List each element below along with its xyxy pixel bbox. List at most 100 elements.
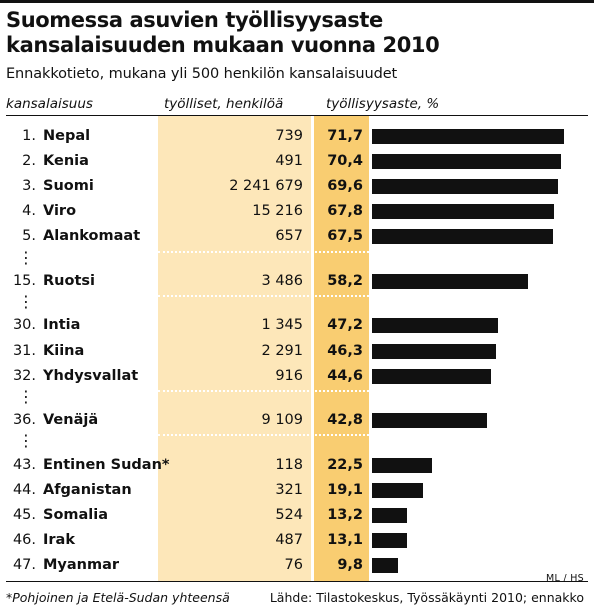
row-gap: ⋮ [0, 431, 594, 450]
rank-label: 44. [12, 481, 36, 498]
workers-label: 491 [275, 153, 303, 170]
country-label: Entinen Sudan* [43, 456, 170, 473]
bar [372, 368, 492, 384]
table-row: 47. Myanmar 76 9,8 [0, 553, 594, 577]
bar [372, 273, 528, 289]
country-label: Nepal [43, 128, 91, 144]
rank-label: 2. [22, 153, 36, 170]
rate-label: 47,2 [327, 317, 363, 334]
workers-label: 118 [275, 456, 303, 473]
table-row: 2. Kenia 491 70,4 [0, 149, 594, 173]
workers-label: 9 109 [261, 412, 303, 429]
country-label: Venäjä [43, 412, 99, 429]
table-row: 4. Viro 15 216 67,8 [0, 199, 594, 223]
rank-label: 31. [12, 342, 36, 359]
row-gap: ⋮ [0, 387, 594, 406]
country-label: Afganistan [43, 481, 132, 498]
table-row: 43. Entinen Sudan* 118 22,5 [0, 453, 594, 477]
gap-divider [158, 250, 369, 253]
rate-label: 70,4 [327, 153, 363, 170]
country-label: Myanmar [43, 557, 120, 573]
rank-label: 15. [12, 272, 36, 289]
rate-label: 44,6 [327, 367, 363, 384]
rate-label: 42,8 [327, 412, 363, 429]
workers-label: 2 241 679 [229, 178, 303, 195]
rate-label: 58,2 [327, 272, 363, 289]
rank-label: 43. [12, 456, 36, 473]
rank-label: 1. [22, 128, 36, 144]
workers-label: 524 [275, 506, 303, 523]
credit: ML / HS [545, 573, 584, 584]
title-line-2: kansalaisuuden mukaan vuonna 2010 [6, 33, 440, 57]
table-row: 46. Irak 487 13,1 [0, 528, 594, 552]
rate-label: 13,1 [327, 531, 363, 548]
gap-divider [158, 295, 369, 297]
title-line-1: Suomessa asuvien työllisyysaste [6, 8, 383, 32]
rank-label: 5. [22, 228, 36, 245]
table-row: 32. Yhdysvallat 916 44,6 [0, 364, 594, 388]
table-row: 44. Afganistan 321 19,1 [0, 478, 594, 502]
workers-label: 657 [275, 228, 303, 245]
country-label: Intia [43, 317, 81, 334]
workers-column-background [158, 116, 311, 581]
header-workers: työlliset, henkilöä [164, 96, 284, 112]
chart-title: Suomessa asuvien työllisyysaste kansalai… [6, 8, 586, 58]
rate-column-background [314, 116, 369, 581]
ellipsis-icon: ⋮ [18, 247, 34, 267]
rank-label: 32. [12, 367, 36, 384]
bar [372, 558, 399, 573]
bottom-rule [6, 581, 588, 582]
header-rule [6, 115, 588, 116]
bar [372, 154, 561, 170]
workers-label: 3 486 [261, 272, 303, 289]
gap-divider [158, 389, 369, 392]
table-row: 1. Nepal 739 71,7 [0, 124, 594, 148]
chart-subtitle: Ennakkotieto, mukana yli 500 henkilön ka… [6, 66, 398, 82]
country-label: Viro [43, 203, 77, 220]
rate-label: 71,7 [327, 128, 363, 144]
bar [372, 532, 408, 548]
rate-label: 69,6 [327, 178, 363, 195]
country-label: Ruotsi [43, 272, 95, 289]
country-label: Irak [43, 531, 75, 548]
workers-label: 1 345 [261, 317, 303, 334]
bar [372, 318, 499, 334]
rate-label: 19,1 [327, 481, 363, 498]
table-row: 45. Somalia 524 13,2 [0, 503, 594, 527]
workers-label: 2 291 [261, 342, 303, 359]
ellipsis-icon: ⋮ [18, 292, 34, 311]
source-note: Lähde: Tilastokeskus, Työssäkäynti 2010;… [269, 590, 584, 605]
table-row: 30. Intia 1 345 47,2 [0, 313, 594, 337]
rank-label: 46. [12, 531, 36, 548]
table-row: 3. Suomi 2 241 679 69,6 [0, 174, 594, 198]
bar [372, 482, 424, 498]
rank-label: 45. [12, 506, 36, 523]
bar [372, 204, 554, 220]
country-label: Yhdysvallat [43, 367, 139, 384]
table-row: 15. Ruotsi 3 486 58,2 [0, 269, 594, 293]
row-gap: ⋮ [0, 248, 594, 267]
rate-label: 22,5 [327, 456, 363, 473]
country-label: Kenia [43, 153, 89, 170]
top-rule [0, 0, 594, 3]
workers-label: 739 [275, 128, 303, 144]
rate-label: 9,8 [337, 557, 363, 573]
bar [372, 457, 433, 473]
header-country: kansalaisuus [6, 96, 93, 112]
workers-label: 76 [284, 557, 303, 573]
workers-label: 15 216 [252, 203, 303, 220]
bar [372, 343, 496, 359]
country-label: Alankomaat [43, 228, 141, 245]
table-row: 36. Venäjä 9 109 42,8 [0, 408, 594, 432]
bar [372, 413, 487, 429]
workers-label: 321 [275, 481, 303, 498]
ellipsis-icon: ⋮ [18, 431, 34, 451]
ellipsis-icon: ⋮ [18, 386, 34, 406]
country-label: Suomi [43, 178, 94, 195]
bar [372, 229, 553, 245]
gap-divider [158, 434, 369, 437]
table-row: 31. Kiina 2 291 46,3 [0, 339, 594, 363]
rank-label: 4. [22, 203, 36, 220]
rank-label: 3. [22, 178, 36, 195]
rate-label: 67,8 [327, 203, 363, 220]
